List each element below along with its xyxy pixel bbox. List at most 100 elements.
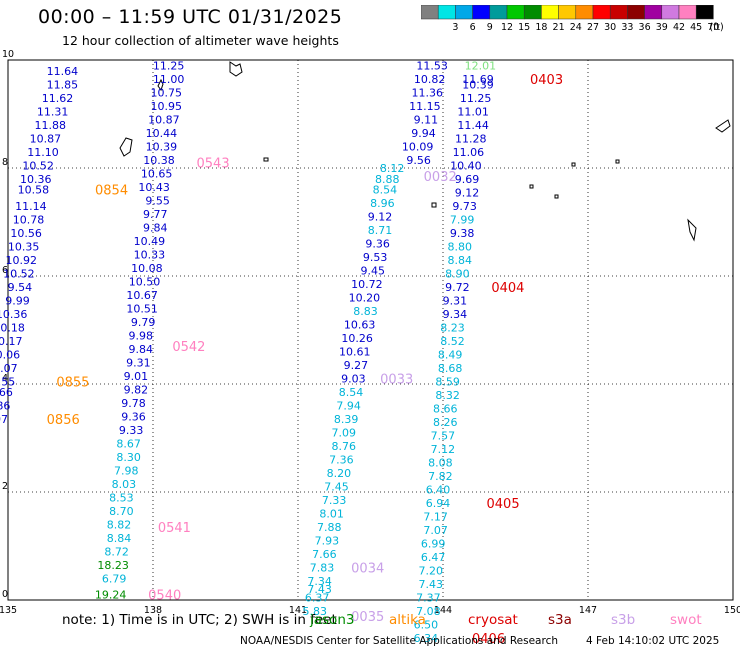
legend-tick-label: 39 bbox=[656, 22, 668, 33]
wave-height-value: 10.49 bbox=[134, 235, 166, 248]
wave-height-value: 10.36 bbox=[20, 173, 52, 186]
lat-tick-label: 0 bbox=[2, 589, 8, 600]
wave-height-value: 9.12 bbox=[455, 186, 480, 199]
wave-height-value: 10.17 bbox=[0, 335, 23, 348]
wave-height-value: 7.83 bbox=[310, 562, 335, 575]
wave-height-value: 10.56 bbox=[10, 227, 42, 240]
credit-line: NOAA/NESDIS Center for Satellite Applica… bbox=[240, 635, 558, 647]
wave-height-value: 10.75 bbox=[151, 86, 183, 99]
lon-tick-label: 138 bbox=[144, 605, 162, 616]
wave-height-value: 7.88 bbox=[317, 521, 342, 534]
wave-height-value: 7.45 bbox=[324, 481, 349, 494]
wave-height-value: 7.36 bbox=[329, 454, 354, 467]
wave-height-value: 10.61 bbox=[339, 346, 371, 359]
wave-height-value: 9.03 bbox=[341, 373, 366, 386]
wave-height-value: 18.23 bbox=[97, 559, 129, 572]
pass-time-label: 0403 bbox=[530, 73, 563, 88]
lat-tick-label: 2 bbox=[2, 481, 8, 492]
wave-height-value: 10.18 bbox=[0, 321, 25, 334]
wave-height-value: 10.50 bbox=[129, 275, 161, 288]
legend-tick-label: 70 bbox=[707, 22, 719, 33]
wave-height-value: 10.52 bbox=[22, 159, 54, 172]
generated-timestamp: 4 Feb 14:10:02 UTC 2025 bbox=[586, 635, 720, 647]
wave-height-value: 11.62 bbox=[42, 92, 74, 105]
legend-tick-label: 42 bbox=[673, 22, 685, 33]
wave-height-value: 10.07 bbox=[0, 362, 18, 375]
wave-height-value: 8.59 bbox=[435, 375, 460, 388]
coastline bbox=[119, 137, 133, 157]
wave-height-value: 5.83 bbox=[303, 605, 328, 618]
lon-tick-label: 144 bbox=[434, 605, 452, 616]
wave-height-value: 8.52 bbox=[440, 335, 465, 348]
wave-height-value: 10.78 bbox=[13, 213, 45, 226]
wave-height-value: 11.69 bbox=[462, 73, 494, 86]
coastline bbox=[431, 202, 437, 208]
wave-height-value: 11.00 bbox=[153, 73, 185, 86]
lon-tick-label: 141 bbox=[289, 605, 307, 616]
wave-height-value: 10.33 bbox=[134, 248, 166, 261]
satellite-legend-item: cryosat bbox=[468, 612, 518, 628]
wave-height-value: 8.12 bbox=[380, 162, 405, 175]
wave-height-value: 8.72 bbox=[104, 545, 129, 558]
wave-height-value: 10.06 bbox=[0, 348, 20, 361]
legend-tick-label: 33 bbox=[621, 22, 633, 33]
wave-height-value: 7.12 bbox=[431, 443, 456, 456]
wave-height-value: 11.10 bbox=[27, 146, 59, 159]
wave-height-value: 8.39 bbox=[334, 413, 359, 426]
wave-height-value: 9.31 bbox=[126, 356, 151, 369]
wave-height-value: 8.08 bbox=[428, 456, 453, 469]
satellite-legend-item: swot bbox=[670, 612, 702, 628]
lat-tick-label: 10 bbox=[2, 49, 14, 60]
wave-height-value: 11.64 bbox=[47, 65, 79, 78]
wave-height-value: 10.95 bbox=[151, 100, 183, 113]
pass-time-label: 0855 bbox=[56, 375, 89, 390]
wave-height-value: 9.36 bbox=[121, 410, 146, 423]
lat-tick-label: 4 bbox=[2, 373, 8, 384]
wave-height-value: 9.82 bbox=[124, 383, 149, 396]
coastline bbox=[554, 194, 559, 199]
wave-height-value: 7.17 bbox=[423, 510, 448, 523]
wave-height-value: 10.08 bbox=[131, 262, 163, 275]
wave-height-value: 9.31 bbox=[443, 294, 468, 307]
legend-tick-label: 36 bbox=[639, 22, 651, 33]
wave-height-value: 10.35 bbox=[8, 240, 40, 253]
wave-height-value: 8.68 bbox=[438, 362, 463, 375]
legend-swatch bbox=[695, 5, 714, 20]
wave-height-value: 8.71 bbox=[368, 224, 393, 237]
wave-height-value: 10.09 bbox=[402, 140, 434, 153]
wave-height-value: 6.94 bbox=[426, 497, 451, 510]
coastline bbox=[571, 162, 576, 167]
legend-tick-label: 24 bbox=[570, 22, 582, 33]
wave-height-value: 10.67 bbox=[126, 289, 158, 302]
wave-height-value: 7.57 bbox=[431, 429, 456, 442]
wave-height-value: 9.27 bbox=[344, 359, 369, 372]
wave-height-value: 9.84 bbox=[143, 221, 168, 234]
wave-height-value: 6.99 bbox=[421, 537, 446, 550]
wave-height-value: 8.30 bbox=[116, 451, 141, 464]
wave-height-value: 7.93 bbox=[315, 535, 340, 548]
map-title: 00:00 – 11:59 UTC 01/31/2025 bbox=[38, 6, 343, 28]
coastline bbox=[615, 159, 620, 164]
wave-height-value: 9.53 bbox=[363, 251, 388, 264]
lon-tick-label: 135 bbox=[0, 605, 17, 616]
wave-height-value: 9.94 bbox=[411, 127, 436, 140]
wave-height-value: 9.55 bbox=[0, 375, 15, 388]
pass-time-label: 0034 bbox=[351, 562, 384, 577]
lat-tick-label: 8 bbox=[2, 157, 8, 168]
wave-height-value: 8.01 bbox=[319, 508, 344, 521]
wave-height-value: 11.14 bbox=[15, 200, 47, 213]
wave-height-value: 8.80 bbox=[448, 240, 473, 253]
wave-height-value: 9.78 bbox=[121, 397, 146, 410]
wave-height-value: 7.43 bbox=[307, 583, 332, 596]
satellite-legend-item: s3a bbox=[548, 612, 572, 628]
pass-time-label: 0543 bbox=[197, 157, 230, 172]
legend-tick-label: 30 bbox=[604, 22, 616, 33]
wave-height-value: 9.55 bbox=[145, 194, 170, 207]
wave-height-value: 8.88 bbox=[375, 173, 400, 186]
wave-height-value: 10.65 bbox=[141, 167, 173, 180]
wave-height-value: 9.45 bbox=[361, 265, 386, 278]
wave-height-value: 11.25 bbox=[460, 92, 492, 105]
wave-height-value: 7.98 bbox=[114, 464, 139, 477]
wave-height-value: 10.43 bbox=[138, 181, 170, 194]
wave-height-value: 9.73 bbox=[452, 200, 477, 213]
